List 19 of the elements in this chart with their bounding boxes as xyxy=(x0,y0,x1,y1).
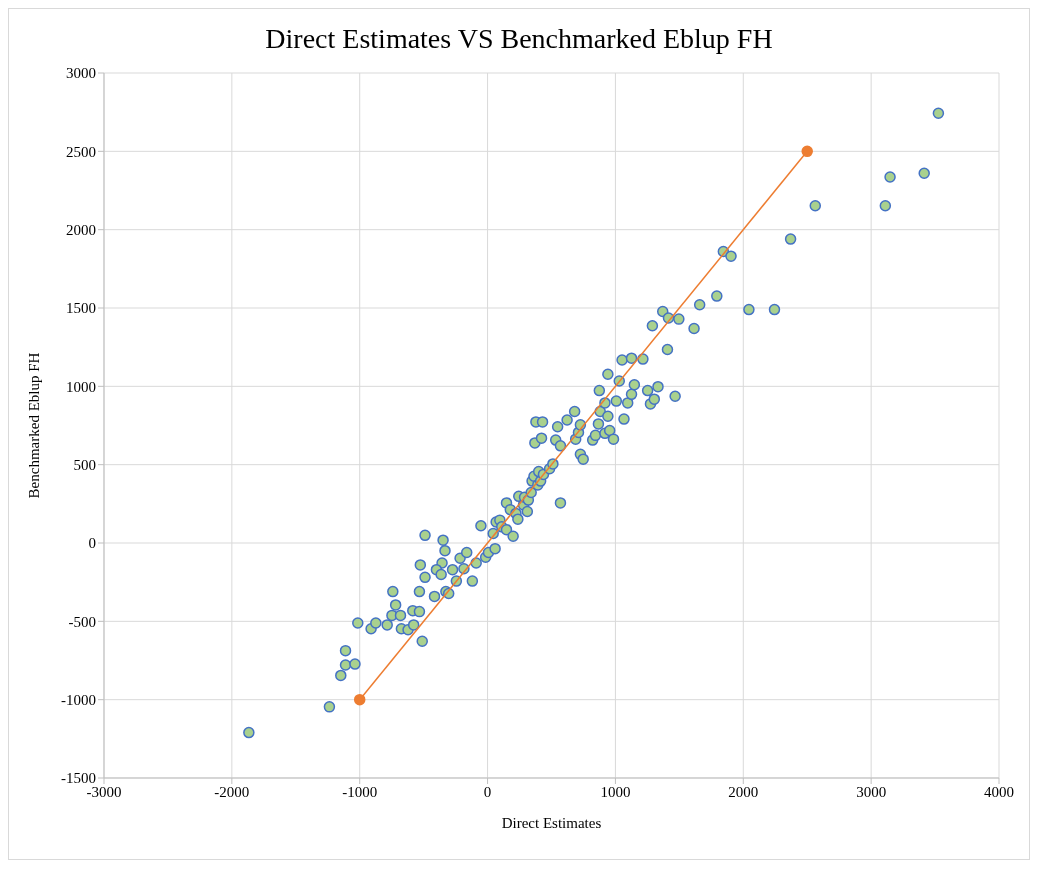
x-axis-title: Direct Estimates xyxy=(501,815,602,831)
y-tick-label: 3000 xyxy=(66,65,96,82)
y-tick-label: 1000 xyxy=(66,378,96,395)
chart-title: Direct Estimates VS Benchmarked Eblup FH xyxy=(264,22,774,56)
x-tick-label: 4000 xyxy=(984,783,1014,800)
x-tick-label: 2000 xyxy=(728,783,759,800)
y-tick-label: -1000 xyxy=(61,691,96,708)
y-tick-label: 2500 xyxy=(66,143,96,160)
y-tick-label: 500 xyxy=(73,456,96,473)
y-axis-title: Benchmarked Eblup FH xyxy=(26,352,43,499)
x-tick-label: 0 xyxy=(483,783,492,800)
y-tick-label: 0 xyxy=(88,535,96,552)
y-tick-label: -500 xyxy=(68,613,96,630)
x-tick-label: 3000 xyxy=(856,783,887,800)
x-tick-label: -2000 xyxy=(214,783,250,800)
y-tick-label: 2000 xyxy=(66,221,96,238)
x-tick-label: -1000 xyxy=(342,783,378,800)
x-tick-label: 1000 xyxy=(600,783,631,800)
y-tick-label: 1500 xyxy=(66,300,96,317)
